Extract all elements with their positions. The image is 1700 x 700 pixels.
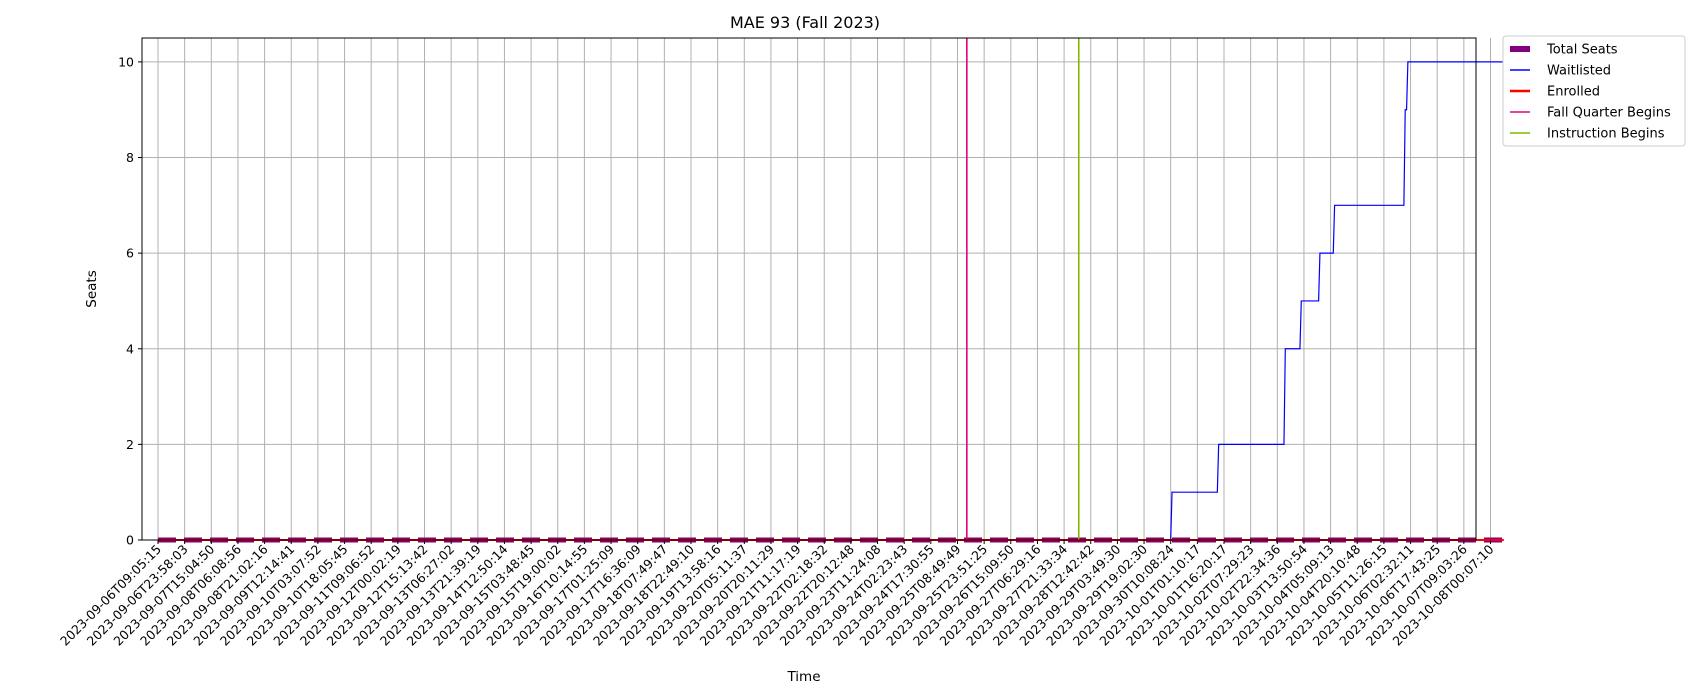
legend-label-waitlisted: Waitlisted	[1547, 64, 1611, 79]
y-tick-label: 8	[126, 150, 134, 165]
y-tick-label: 0	[126, 533, 134, 548]
y-tick-label: 4	[126, 341, 134, 356]
series-layer	[158, 38, 1504, 543]
chart-title: MAE 93 (Fall 2023)	[730, 13, 880, 32]
y-tick-label: 6	[126, 246, 134, 261]
legend-frame	[1502, 35, 1686, 147]
y-tick-label: 2	[126, 437, 134, 452]
legend-label-fall-quarter-begins: Fall Quarter Begins	[1547, 106, 1671, 121]
waitlisted-line	[158, 61, 1504, 541]
grid	[142, 38, 1491, 541]
y-tick-label: 10	[118, 54, 134, 69]
y-axis-title: Seats	[84, 270, 100, 307]
plot-frame	[141, 37, 1477, 541]
x-axis-title: Time	[786, 669, 820, 685]
legend-label-instruction-begins: Instruction Begins	[1547, 127, 1665, 142]
legend-label-enrolled: Enrolled	[1547, 85, 1600, 100]
legend-label-total-seats: Total Seats	[1546, 43, 1618, 58]
y-axis: 0 2 4 6 8 10	[118, 54, 142, 548]
legend: Total Seats Waitlisted Enrolled Fall Quarte…	[1502, 35, 1686, 147]
x-axis: 2023-09-06T09:05:152023-09-06T23:58:0320…	[57, 540, 1497, 649]
